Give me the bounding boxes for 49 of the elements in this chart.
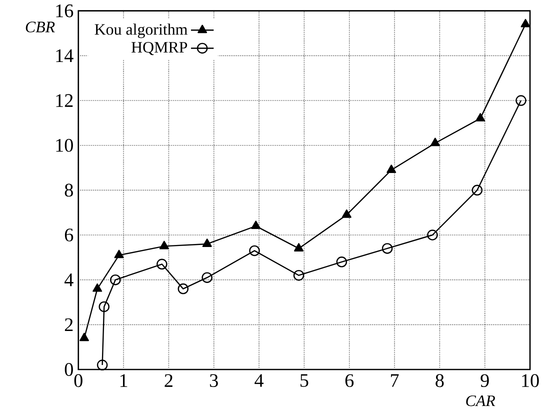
point — [98, 301, 110, 312]
x-tick-label: 4 — [254, 374, 264, 387]
legend-label: HQMRP — [131, 42, 188, 55]
point — [80, 332, 89, 341]
x-tick-label: 1 — [120, 374, 128, 387]
point — [430, 138, 440, 146]
point — [251, 220, 261, 229]
x-tick-label: 8 — [436, 374, 444, 387]
point — [342, 209, 352, 218]
y-tick-label: 8 — [64, 184, 73, 196]
point — [336, 256, 348, 268]
point — [178, 283, 189, 294]
legend-label: Kou algorithm — [94, 23, 188, 38]
y-tick-label: 0 — [64, 362, 73, 376]
y-tick-label: 12 — [56, 94, 73, 107]
point — [156, 258, 168, 270]
point — [516, 94, 526, 106]
x-tick-label: 5 — [300, 374, 308, 387]
x-tick-label: 9 — [480, 374, 489, 387]
point — [382, 242, 393, 254]
point — [386, 164, 396, 173]
point — [249, 245, 260, 256]
point — [202, 238, 212, 247]
x-tick-label: 10 — [522, 374, 539, 387]
point — [472, 184, 483, 196]
x-tick-label: 6 — [345, 374, 354, 387]
y-tick-label: 14 — [56, 49, 74, 62]
point — [202, 272, 212, 283]
y-tick-label: 2 — [64, 318, 73, 331]
x-tick-label: 0 — [74, 374, 82, 387]
x-axis-title: CAR — [466, 395, 496, 406]
x-tick-label: 3 — [210, 374, 218, 387]
point — [294, 242, 304, 252]
y-tick-label: 6 — [64, 228, 74, 242]
y-axis-title: CBR — [26, 21, 55, 32]
x-tick-label: 7 — [391, 374, 399, 387]
point — [92, 283, 102, 292]
point — [110, 274, 121, 286]
point — [520, 18, 530, 28]
point — [159, 240, 169, 250]
x-tick-label: 2 — [164, 374, 172, 387]
y-tick-label: 16 — [56, 4, 74, 18]
point — [427, 229, 438, 240]
point — [293, 270, 304, 281]
y-tick-label: 4 — [64, 273, 74, 286]
y-tick-label: 10 — [56, 138, 73, 152]
point — [96, 359, 108, 370]
point — [476, 112, 486, 122]
point — [114, 250, 124, 258]
